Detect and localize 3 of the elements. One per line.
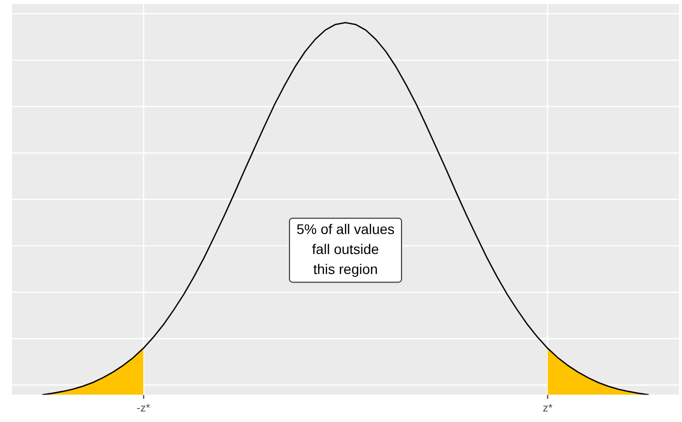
x-tick-label: -z* xyxy=(136,402,151,414)
annotation: 5% of all values fall outside this region xyxy=(296,221,395,278)
x-tick-label: z* xyxy=(542,402,554,414)
